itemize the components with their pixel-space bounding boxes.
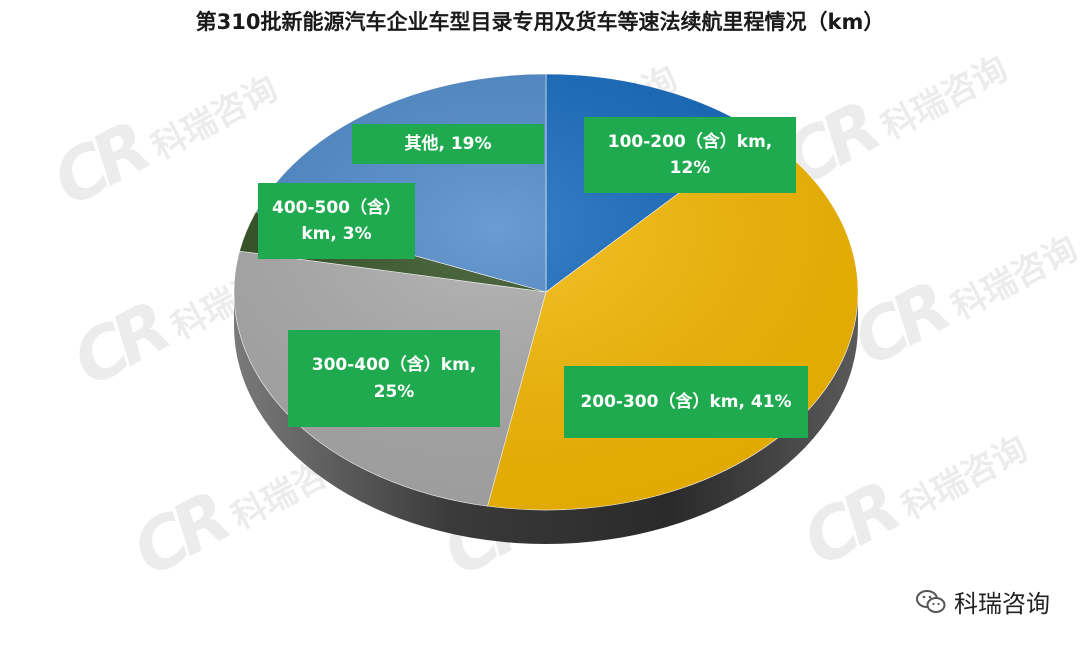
wechat-icon [916,589,946,615]
data-label-1: 200-300（含）km, 41% [564,366,808,438]
data-label-3: 400-500（含） km, 3% [258,183,415,259]
data-label-4: 其他, 19% [352,124,544,164]
data-label-0: 100-200（含）km, 12% [584,117,796,193]
footer-brand-text: 科瑞咨询 [954,590,1050,618]
footer-brand: 科瑞咨询 [916,584,1050,619]
data-label-2: 300-400（含）km, 25% [288,330,500,427]
chart-title: 第310批新能源汽车企业车型目录专用及货车等速法续航里程情况（km） [195,10,885,34]
